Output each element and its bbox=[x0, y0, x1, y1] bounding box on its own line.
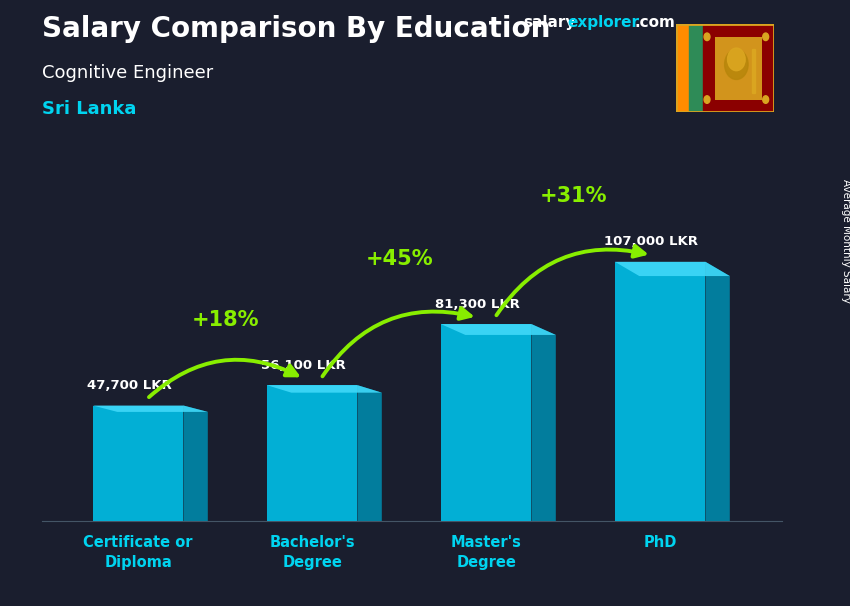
Text: 47,700 LKR: 47,700 LKR bbox=[87, 379, 172, 392]
Text: explorer: explorer bbox=[568, 15, 640, 30]
Circle shape bbox=[704, 33, 710, 41]
Text: .com: .com bbox=[635, 15, 676, 30]
Text: Sri Lanka: Sri Lanka bbox=[42, 100, 137, 118]
Polygon shape bbox=[441, 324, 556, 335]
FancyArrowPatch shape bbox=[496, 246, 644, 315]
Polygon shape bbox=[615, 262, 706, 521]
Text: Cognitive Engineer: Cognitive Engineer bbox=[42, 64, 213, 82]
Polygon shape bbox=[615, 262, 730, 276]
Polygon shape bbox=[441, 324, 531, 521]
Circle shape bbox=[762, 96, 768, 104]
Polygon shape bbox=[267, 385, 382, 393]
Polygon shape bbox=[715, 37, 762, 99]
Polygon shape bbox=[706, 262, 730, 521]
Text: +45%: +45% bbox=[366, 248, 433, 268]
Polygon shape bbox=[531, 324, 556, 521]
Bar bbox=[676, 24, 689, 112]
Polygon shape bbox=[358, 385, 382, 521]
Text: Salary Comparison By Education: Salary Comparison By Education bbox=[42, 15, 551, 43]
Bar bbox=[703, 24, 774, 112]
Polygon shape bbox=[93, 405, 184, 521]
Circle shape bbox=[762, 33, 768, 41]
Text: +18%: +18% bbox=[191, 310, 259, 330]
Circle shape bbox=[728, 48, 745, 71]
Text: 56,100 LKR: 56,100 LKR bbox=[261, 359, 346, 372]
Bar bbox=[752, 49, 755, 93]
Text: salary: salary bbox=[523, 15, 575, 30]
Circle shape bbox=[724, 49, 748, 79]
Text: 81,300 LKR: 81,300 LKR bbox=[435, 298, 520, 311]
FancyArrowPatch shape bbox=[322, 308, 471, 376]
Polygon shape bbox=[184, 405, 207, 521]
Circle shape bbox=[704, 96, 710, 104]
Text: 107,000 LKR: 107,000 LKR bbox=[604, 236, 699, 248]
Text: +31%: +31% bbox=[540, 186, 607, 207]
FancyArrowPatch shape bbox=[149, 360, 298, 397]
Text: Average Monthly Salary: Average Monthly Salary bbox=[841, 179, 850, 303]
Polygon shape bbox=[267, 385, 358, 521]
Bar bbox=[689, 24, 703, 112]
Polygon shape bbox=[93, 405, 207, 412]
